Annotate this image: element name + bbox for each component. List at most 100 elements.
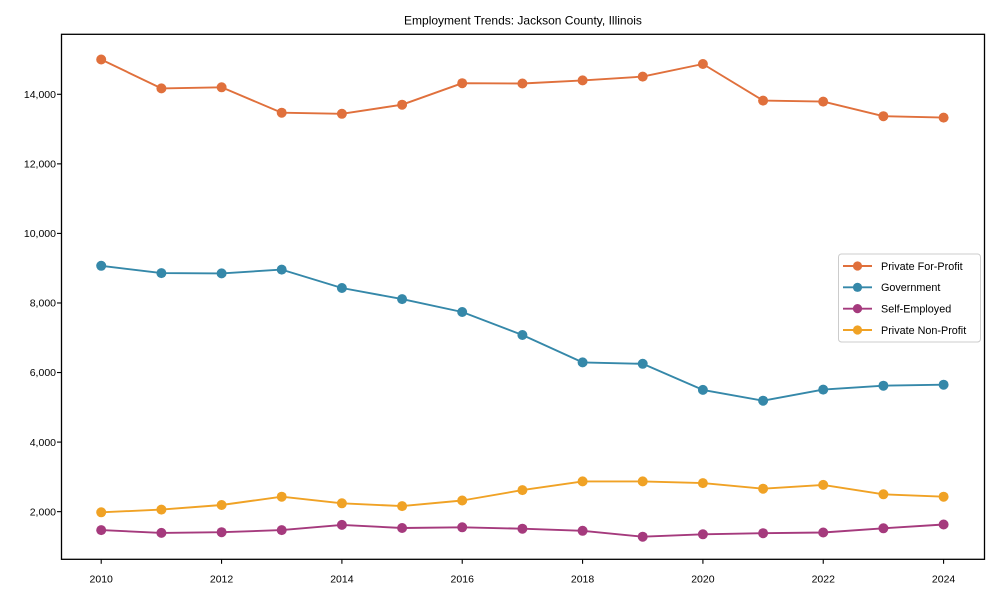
plot-frame	[60, 33, 986, 560]
data-point	[517, 330, 528, 340]
data-point	[457, 307, 468, 317]
series-private-non-profit	[96, 476, 949, 518]
series-group	[96, 54, 949, 542]
data-point	[637, 531, 648, 542]
data-point	[758, 395, 769, 406]
data-point	[96, 525, 107, 536]
data-point	[758, 95, 769, 106]
x-tick-label: 2024	[932, 574, 956, 586]
x-tick-label: 2018	[571, 574, 595, 586]
legend-swatch-marker	[852, 325, 863, 335]
data-point	[878, 380, 889, 391]
data-point	[397, 523, 408, 533]
x-tick-label: 2016	[451, 574, 475, 586]
legend-item: Government	[843, 282, 940, 294]
legend-label: Self-Employed	[881, 303, 951, 315]
data-point	[878, 489, 889, 500]
y-tick-label: 12,000	[24, 159, 56, 171]
data-point	[216, 82, 227, 93]
data-point	[276, 264, 287, 275]
data-point	[517, 523, 528, 534]
data-point	[156, 83, 167, 94]
data-point	[517, 485, 528, 496]
x-tick-label: 2010	[90, 574, 114, 586]
data-point	[758, 483, 769, 494]
data-point	[637, 358, 648, 369]
legend-swatch-marker	[852, 304, 863, 314]
legend-label: Private Non-Profit	[881, 325, 966, 337]
data-point	[216, 500, 227, 510]
y-tick-label: 14,000	[24, 89, 56, 101]
y-tick-label: 6,000	[30, 367, 56, 379]
legend-item: Private Non-Profit	[843, 325, 966, 337]
y-tick-label: 4,000	[30, 437, 56, 449]
data-point	[818, 384, 829, 395]
data-point	[336, 498, 347, 509]
legend-swatch-marker	[852, 282, 863, 292]
data-point	[878, 523, 889, 534]
data-point	[276, 525, 287, 536]
data-point	[156, 527, 167, 538]
data-point	[818, 479, 829, 490]
data-point	[577, 357, 588, 368]
data-point	[758, 528, 769, 539]
data-point	[938, 112, 949, 123]
y-axis: 2,000 4,000 6,000 8,000 10,000 12,000 14,000	[24, 89, 62, 518]
data-point	[96, 507, 107, 518]
data-point	[457, 78, 468, 89]
data-point	[697, 384, 708, 395]
data-point	[938, 379, 949, 390]
legend-label: Private For-Profit	[881, 261, 963, 273]
series-private-for-profit	[96, 54, 949, 123]
series-line	[100, 58, 945, 119]
data-point	[397, 294, 408, 305]
data-point	[457, 495, 468, 506]
legend-item: Private For-Profit	[843, 261, 963, 273]
data-point	[577, 75, 588, 86]
legend-box	[838, 253, 981, 343]
series-government	[96, 260, 949, 406]
data-point	[457, 522, 468, 533]
legend: Private For-Profit Government Self-Employe…	[838, 253, 981, 343]
chart-title: Employment Trends: Jackson County, Illin…	[404, 14, 642, 28]
data-point	[577, 476, 588, 487]
data-point	[878, 111, 889, 122]
legend-label: Government	[881, 282, 940, 294]
data-point	[637, 71, 648, 82]
data-point	[397, 99, 408, 110]
data-point	[697, 59, 708, 69]
data-point	[96, 54, 107, 65]
x-tick-label: 2014	[330, 574, 354, 586]
data-point	[938, 519, 949, 530]
data-point	[938, 491, 949, 502]
data-point	[336, 519, 347, 530]
data-point	[577, 525, 588, 536]
data-point	[818, 96, 829, 107]
data-point	[276, 107, 287, 118]
data-point	[216, 527, 227, 538]
series-self-employed	[96, 519, 949, 542]
y-tick-label: 2,000	[30, 506, 56, 518]
y-tick-label: 10,000	[24, 228, 56, 240]
x-axis: 2010 2012 2014 2016 2018 2020 2022 2024	[90, 559, 956, 586]
x-tick-label: 2022	[812, 574, 836, 586]
data-point	[697, 529, 708, 540]
data-point	[156, 268, 167, 279]
data-point	[336, 283, 347, 293]
data-point	[336, 108, 347, 119]
data-point	[156, 504, 167, 515]
legend-item: Self-Employed	[843, 303, 951, 315]
data-point	[697, 478, 708, 489]
data-point	[818, 527, 829, 538]
data-point	[637, 476, 648, 487]
data-point	[397, 501, 408, 512]
y-tick-label: 8,000	[30, 298, 56, 310]
data-point	[216, 268, 227, 279]
legend-swatch-marker	[852, 261, 863, 271]
data-point	[276, 491, 287, 502]
x-tick-label: 2020	[691, 574, 715, 586]
data-point	[96, 260, 107, 271]
x-tick-label: 2012	[210, 574, 234, 586]
